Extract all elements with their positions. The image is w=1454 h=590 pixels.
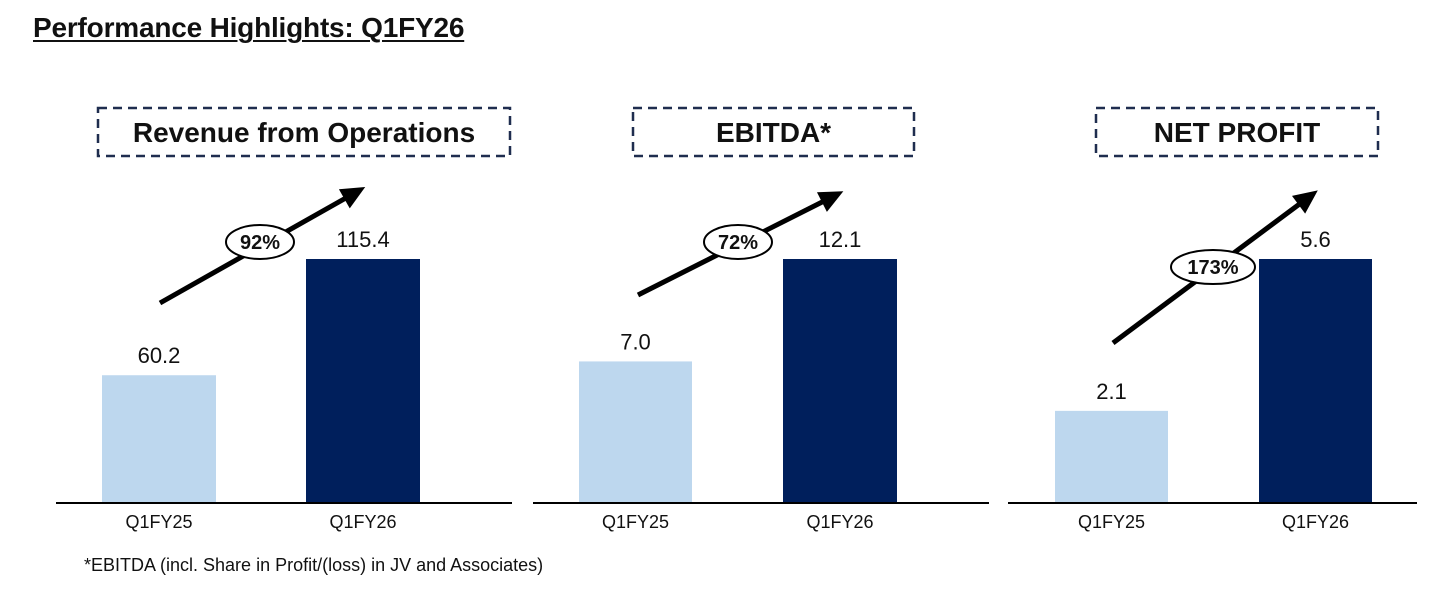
panel-title-box [1094, 106, 1380, 158]
data-label: 7.0 [620, 329, 651, 354]
data-label: 5.6 [1300, 227, 1331, 252]
panel-title: Revenue from Operations [133, 117, 475, 148]
panel-title-box [631, 106, 916, 158]
bar-prior [1055, 410, 1168, 502]
category-label: Q1FY25 [125, 512, 192, 532]
data-label: 60.2 [138, 343, 181, 368]
category-label: Q1FY26 [806, 512, 873, 532]
growth-label: 72% [718, 232, 758, 254]
growth-badge [225, 224, 295, 260]
bar-prior [579, 361, 692, 502]
category-label: Q1FY26 [1282, 512, 1349, 532]
data-label: 115.4 [336, 227, 389, 252]
bar-current [1259, 259, 1372, 502]
growth-arrowhead [816, 191, 844, 212]
growth-label: 173% [1187, 257, 1238, 279]
bar-current [306, 259, 420, 502]
growth-badge [703, 224, 773, 260]
growth-arrowhead [1291, 190, 1318, 214]
category-label: Q1FY26 [329, 512, 396, 532]
footnote: *EBITDA (incl. Share in Profit/(loss) in… [84, 555, 544, 575]
panel-title: EBITDA* [716, 117, 831, 148]
panel-title-box [96, 106, 512, 158]
growth-label: 92% [240, 232, 280, 254]
category-label: Q1FY25 [602, 512, 669, 532]
data-label: 12.1 [819, 227, 862, 252]
page-title: Performance Highlights: Q1FY26 [33, 12, 465, 43]
bar-prior [102, 375, 216, 502]
growth-badge [1170, 249, 1256, 285]
data-label: 2.1 [1096, 379, 1127, 404]
panel-title: NET PROFIT [1154, 117, 1320, 148]
growth-arrowhead [338, 187, 366, 209]
category-label: Q1FY25 [1078, 512, 1145, 532]
bar-current [783, 259, 897, 502]
